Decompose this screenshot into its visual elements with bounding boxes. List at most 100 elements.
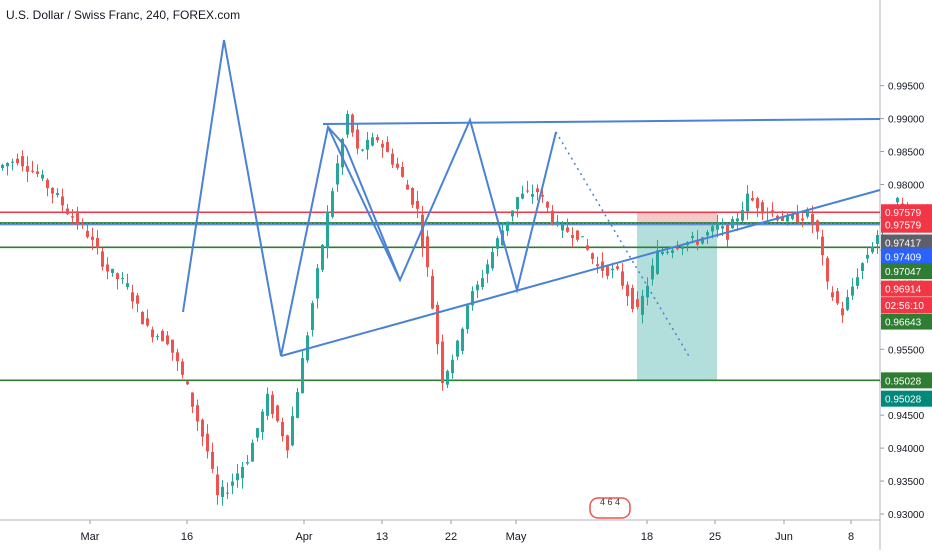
candle-body <box>251 442 254 462</box>
price-label: 0.95028 <box>885 395 922 406</box>
candle-body <box>1 164 4 169</box>
candle-body <box>431 275 434 309</box>
candle-body <box>241 466 244 479</box>
y-tick-label: 0.93000 <box>888 510 925 521</box>
candle-body <box>511 210 514 217</box>
y-tick-label: 0.99000 <box>888 115 925 126</box>
candle-body <box>6 163 9 167</box>
candle-body <box>596 264 599 267</box>
candle-body <box>236 473 239 481</box>
x-tick-label: Apr <box>295 531 312 543</box>
candle-body <box>436 304 439 345</box>
y-tick-label: 0.94000 <box>888 444 925 455</box>
candle-body <box>126 283 129 287</box>
candle-body <box>171 339 174 353</box>
candle-body <box>631 287 634 310</box>
candle-body <box>741 210 744 221</box>
candle-body <box>611 268 614 271</box>
candle-body <box>336 163 339 185</box>
candle-body <box>321 244 324 270</box>
price-label-bg <box>881 297 932 314</box>
candle-body <box>196 405 199 422</box>
candle-body <box>446 370 449 385</box>
candle-body <box>696 239 699 245</box>
candle-body <box>796 213 799 223</box>
price-label-bg <box>881 372 932 389</box>
candle-body <box>146 318 149 326</box>
candle-body <box>61 196 64 206</box>
candle-body <box>681 247 684 249</box>
candle-body <box>326 211 329 249</box>
price-label: 0.97417 <box>885 238 922 249</box>
candle-body <box>521 193 524 199</box>
candle-body <box>491 252 494 269</box>
support-trendline <box>280 189 881 357</box>
candle-body <box>736 218 739 222</box>
resistance-trendline <box>322 118 881 125</box>
candle-body <box>691 235 694 239</box>
candle-body <box>116 273 119 280</box>
candle-body <box>786 215 789 222</box>
candle-body <box>811 214 814 226</box>
candle-body <box>666 251 669 253</box>
candle-body <box>766 212 769 214</box>
candle-body <box>331 191 334 217</box>
candle-body <box>526 190 529 192</box>
candle-body <box>731 219 734 229</box>
pattern-line <box>327 126 347 148</box>
candle-body <box>531 194 534 197</box>
candle-body <box>391 153 394 165</box>
candle-body <box>376 137 379 141</box>
candle-body <box>426 236 429 268</box>
candle-body <box>361 149 364 151</box>
candle-body <box>661 251 664 255</box>
candle-body <box>281 421 284 437</box>
price-label: 0.97409 <box>885 252 922 263</box>
price-label-bg <box>881 234 932 251</box>
price-label-bg <box>881 263 932 280</box>
price-label: 02:56:10 <box>885 301 924 312</box>
candle-body <box>416 200 419 209</box>
candle-body <box>136 295 139 304</box>
candle-body <box>576 230 579 240</box>
candle-body <box>231 481 234 486</box>
candle-body <box>571 234 574 239</box>
candle-body <box>111 268 114 273</box>
x-tick-label: 8 <box>848 531 854 543</box>
price-label-bg <box>881 280 932 297</box>
candle-body <box>716 224 719 230</box>
x-tick-label: May <box>506 531 527 543</box>
candle-body <box>561 223 564 231</box>
price-label: 0.97579 <box>885 208 922 219</box>
candle-body <box>626 284 629 297</box>
x-tick-label: 22 <box>445 531 457 543</box>
candle-body <box>506 221 509 232</box>
candle-body <box>671 250 674 253</box>
candle-body <box>276 405 279 421</box>
candle-body <box>706 232 709 236</box>
candle-body <box>26 166 29 172</box>
candle-body <box>806 209 809 217</box>
candle-body <box>821 236 824 256</box>
candle-body <box>616 266 619 269</box>
candle-body <box>16 158 19 164</box>
candle-body <box>566 227 569 232</box>
candle-body <box>826 258 829 282</box>
candle-body <box>471 291 474 306</box>
candle-body <box>676 248 679 250</box>
candle-body <box>156 336 159 338</box>
candle-body <box>451 359 454 374</box>
candle-body <box>46 179 49 189</box>
candle-body <box>206 433 209 452</box>
candle-body <box>411 188 414 205</box>
candle-body <box>466 305 469 330</box>
candle-body <box>76 211 79 225</box>
candle-body <box>481 278 484 288</box>
candle-body <box>36 171 39 175</box>
candle-body <box>441 341 444 384</box>
candle-body <box>51 187 54 194</box>
candle-body <box>461 328 464 351</box>
logo-text: 4 6 4 <box>600 497 620 507</box>
